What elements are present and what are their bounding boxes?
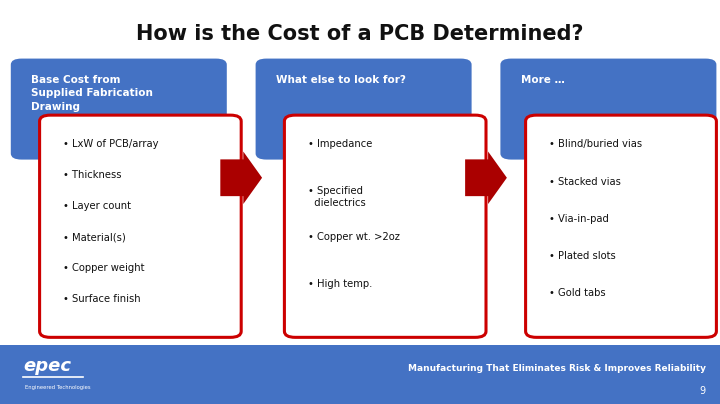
Text: Engineered Technologies: Engineered Technologies <box>25 385 91 389</box>
Text: • Copper weight: • Copper weight <box>63 263 145 273</box>
FancyBboxPatch shape <box>256 59 472 160</box>
FancyBboxPatch shape <box>526 115 716 337</box>
Text: • LxW of PCB/array: • LxW of PCB/array <box>63 139 159 149</box>
Text: • Material(s): • Material(s) <box>63 232 126 242</box>
Text: • Thickness: • Thickness <box>63 170 122 180</box>
Text: epec: epec <box>23 357 71 375</box>
FancyBboxPatch shape <box>500 59 716 160</box>
Text: More …: More … <box>521 75 564 85</box>
Text: • Stacked vias: • Stacked vias <box>549 177 621 187</box>
Polygon shape <box>465 152 507 204</box>
Text: • Impedance: • Impedance <box>308 139 372 149</box>
FancyBboxPatch shape <box>0 345 720 404</box>
FancyBboxPatch shape <box>11 59 227 160</box>
FancyBboxPatch shape <box>284 115 486 337</box>
Text: • Gold tabs: • Gold tabs <box>549 288 606 298</box>
Text: Manufacturing That Eliminates Risk & Improves Reliability: Manufacturing That Eliminates Risk & Imp… <box>408 364 706 373</box>
Text: • Via-in-pad: • Via-in-pad <box>549 214 609 224</box>
Text: Base Cost from
Supplied Fabrication
Drawing: Base Cost from Supplied Fabrication Draw… <box>31 75 153 112</box>
Text: 9: 9 <box>699 386 706 396</box>
Text: • High temp.: • High temp. <box>308 279 372 289</box>
Text: • Plated slots: • Plated slots <box>549 251 616 261</box>
Text: • Blind/buried vias: • Blind/buried vias <box>549 139 642 149</box>
Text: • Surface finish: • Surface finish <box>63 294 141 304</box>
FancyBboxPatch shape <box>40 115 241 337</box>
Text: What else to look for?: What else to look for? <box>276 75 405 85</box>
Text: • Copper wt. >2oz: • Copper wt. >2oz <box>308 232 400 242</box>
Text: • Layer count: • Layer count <box>63 201 131 211</box>
Polygon shape <box>220 152 262 204</box>
Text: How is the Cost of a PCB Determined?: How is the Cost of a PCB Determined? <box>136 24 584 44</box>
Text: • Specified
  dielectrics: • Specified dielectrics <box>308 186 366 208</box>
